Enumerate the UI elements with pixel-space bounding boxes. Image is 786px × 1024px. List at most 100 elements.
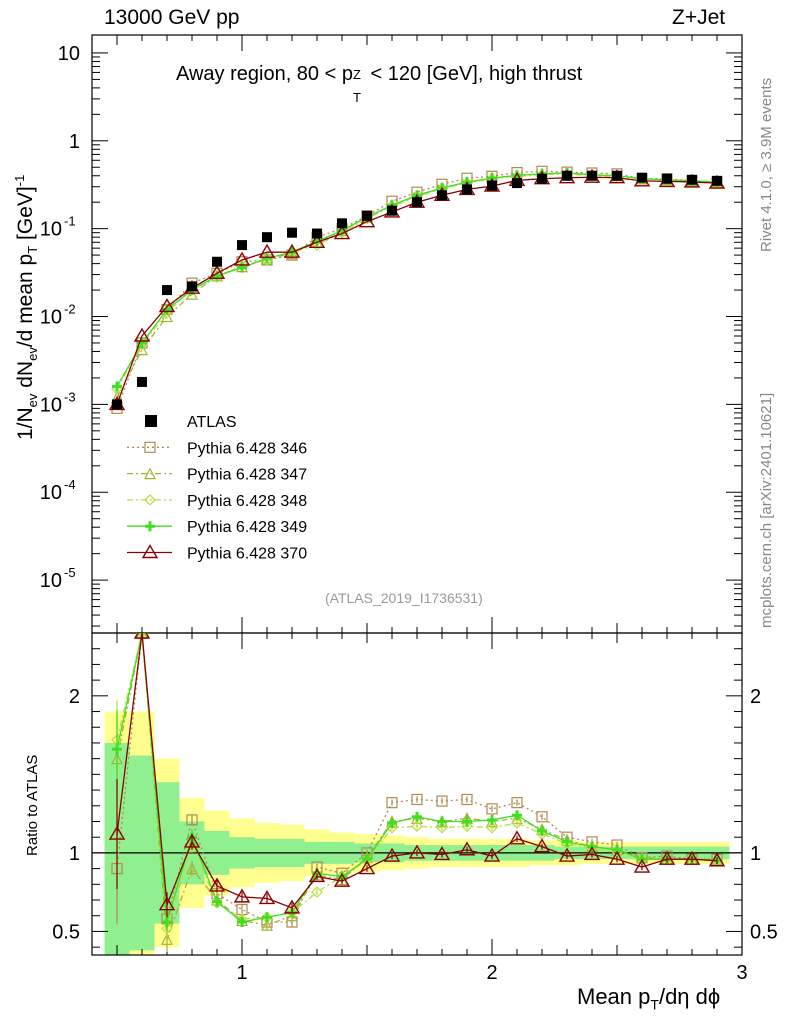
ratio-point-s346: [486, 803, 498, 815]
ratio-point-s370: [183, 833, 201, 848]
ratio-point-s370: [583, 846, 601, 861]
data-point-atlas: [187, 281, 197, 292]
ratio-point-s370: [508, 830, 526, 845]
data-point-atlas: [662, 173, 672, 184]
xlabel-b: /dη dϕ: [658, 984, 721, 1009]
ratio-point-s346: [536, 811, 548, 823]
y-tick-label-exponent: -1: [64, 214, 76, 229]
legend-label-s346: Pythia 6.428 346: [187, 440, 307, 457]
ratio-point-s349: [387, 818, 397, 829]
ratio-point-s349: [537, 825, 547, 836]
x-tick-label: 2: [486, 962, 497, 984]
data-point-atlas: [612, 170, 622, 181]
ratio-point-s346: [386, 797, 398, 809]
series-point-s370: [133, 327, 151, 342]
ratio-point-s370: [208, 877, 226, 892]
ratio-point-s370: [108, 825, 126, 840]
legend-marker-s346: [144, 441, 156, 453]
ratio-point-s370: [158, 896, 176, 911]
ratio-tick-label: 1: [69, 843, 80, 865]
ratio-point-s370: [258, 890, 276, 905]
y-tick-label: 10: [40, 570, 62, 592]
ratio-point-s349: [437, 816, 447, 827]
data-point-atlas: [687, 174, 697, 185]
legend-marker-s370: [141, 544, 159, 559]
ratio-point-s348: [511, 817, 523, 829]
ratio-point-s370: [283, 899, 301, 914]
data-point-atlas: [562, 170, 572, 181]
data-point-atlas: [262, 232, 272, 243]
ratio-point-s348: [436, 821, 448, 834]
ratio-point-s349: [212, 896, 222, 907]
ratio-point-s370: [408, 844, 426, 859]
legend-label-atlas: ATLAS: [187, 414, 237, 431]
data-point-atlas: [112, 399, 122, 410]
data-point-atlas: [537, 173, 547, 184]
ratio-point-s370: [483, 847, 501, 862]
ratio-point-s349: [162, 917, 172, 928]
ratio-point-s346: [461, 793, 473, 806]
data-point-atlas: [387, 205, 397, 216]
legend-label-s370: Pythia 6.428 370: [187, 546, 307, 563]
ratio-point-s370: [133, 633, 151, 639]
series-point-s370: [308, 233, 326, 248]
series-line-s370: [116, 176, 718, 405]
ratio-tick-label: 2: [69, 686, 80, 708]
ratio-point-s348: [461, 820, 473, 833]
data-point-atlas: [312, 228, 322, 239]
ratio-tick-label-right: 2: [750, 686, 761, 708]
main-title-suffix: < 120 [GeV], high thrust: [364, 63, 583, 85]
ratio-point-s349: [562, 836, 572, 847]
data-point-atlas: [162, 285, 172, 296]
ratio-point-s347: [186, 862, 198, 875]
ratio-point-s348: [311, 886, 323, 899]
ratio-series: [108, 633, 726, 952]
ratio-point-s370: [308, 868, 326, 883]
header-left: 13000 GeV pp: [104, 6, 240, 29]
y-tick-label-exponent: -3: [64, 389, 76, 404]
legend-label-s348: Pythia 6.428 348: [187, 493, 307, 510]
ratio-point-s370: [558, 847, 576, 862]
main-title-sup: Z: [352, 67, 361, 82]
header-right: Z+Jet: [672, 6, 726, 29]
xlabel-a: Mean p: [577, 984, 651, 1009]
series-point-s370: [233, 251, 251, 266]
series-point-s370: [208, 264, 226, 280]
legend-marker-s347: [144, 467, 156, 480]
data-point-atlas: [512, 178, 522, 189]
legend-marker-s349: [145, 521, 155, 532]
data-point-atlas: [487, 180, 497, 191]
series-point-s370: [333, 225, 351, 240]
series-point-s349: [262, 253, 272, 264]
ratio-point-s349: [412, 811, 422, 822]
legend-label-s349: Pythia 6.428 349: [187, 519, 307, 536]
x-tick-label: 1: [236, 962, 247, 984]
ratio-tick-label-right: 0.5: [750, 921, 778, 943]
x-axis-label: Mean pT/dη dϕ: [577, 984, 720, 1012]
ratio-point-s370: [658, 850, 676, 865]
ratio-bands: [104, 711, 730, 955]
ratio-point-s370: [633, 858, 651, 873]
ratio-point-s349: [112, 744, 122, 755]
ratio-point-s370: [458, 841, 476, 856]
ratio-point-s346: [186, 814, 198, 826]
y-tick-label: 10: [40, 307, 62, 329]
data-point-atlas: [237, 240, 247, 251]
ratio-point-s349: [462, 816, 472, 827]
y-tick-label: 1: [69, 131, 80, 153]
data-point-atlas: [337, 218, 347, 229]
data-point-atlas: [362, 210, 372, 221]
ratio-point-s346: [411, 793, 423, 806]
series-point-s349: [112, 381, 122, 392]
ratio-point-s346: [511, 797, 523, 809]
x-tick-label: 3: [736, 962, 747, 984]
y-tick-label-exponent: -4: [64, 477, 76, 492]
data-point-atlas: [412, 197, 422, 208]
ratio-point-s347: [261, 918, 273, 931]
data-point-atlas: [587, 170, 597, 181]
ratio-point-s349: [487, 814, 497, 825]
series-point-s370: [158, 298, 176, 313]
data-point-atlas: [137, 376, 147, 387]
data-point-atlas: [462, 184, 472, 195]
